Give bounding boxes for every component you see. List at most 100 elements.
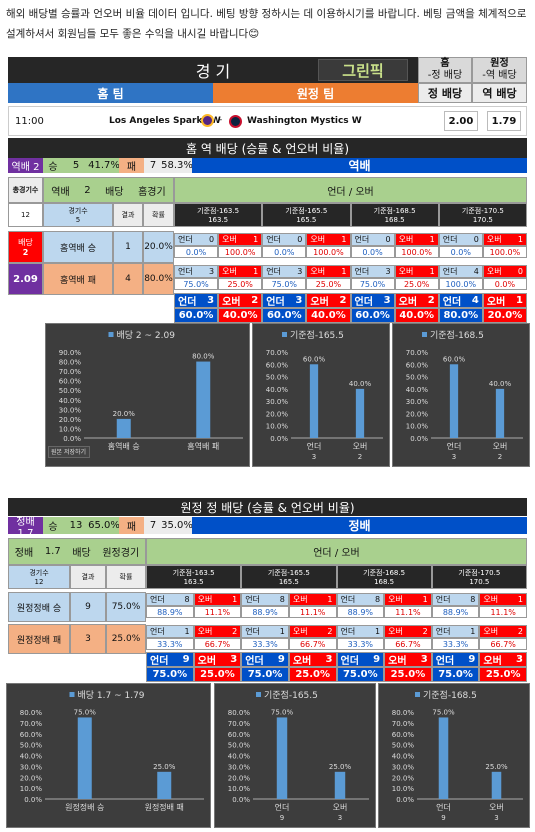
s2-result-label: 결과 xyxy=(70,565,106,589)
y-tick-label: 70.0% xyxy=(406,349,429,357)
under-count-cell: 언더 9 xyxy=(146,652,194,667)
over-count: 3 xyxy=(230,654,238,665)
s1-line-val: 163.5 xyxy=(208,216,229,224)
chart-s2-odds: 배당 1.7 ~ 1.79 0.0% 10.0% 20.0% 30.0% 40.0% 50.… xyxy=(6,683,211,828)
s1-pct-label: 확률 xyxy=(143,203,174,227)
over-count-cell: 오버 2 xyxy=(479,625,527,638)
under-count-cell: 언더 3 xyxy=(350,265,395,278)
over-count: 1 xyxy=(253,267,259,276)
over-count-cell: 오버 1 xyxy=(482,293,527,308)
y-tick-label: 10.0% xyxy=(59,425,82,433)
odds-away-button[interactable]: 1.79 xyxy=(487,111,521,131)
over-label: 오버 xyxy=(398,235,414,244)
uo-pcts: 75.0% 25.0% xyxy=(431,667,527,682)
s2-line-val: 163.5 xyxy=(183,578,204,586)
y-tick-label: 30.0% xyxy=(266,398,289,406)
s2-bet-label: 정배 xyxy=(14,548,34,559)
under-count: 8 xyxy=(375,595,381,604)
y-tick-label: 10.0% xyxy=(266,423,289,431)
s1-summary-cell: 5 xyxy=(63,158,89,173)
over-pct: 40.0% xyxy=(306,308,351,323)
over-pct: 40.0% xyxy=(218,308,263,323)
y-tick-label: 40.0% xyxy=(59,397,82,405)
under-count-cell: 언더 0 xyxy=(438,233,483,246)
under-label: 언더 xyxy=(340,595,356,604)
over-count: 0 xyxy=(517,267,523,276)
away-sub-label: -역 배당 xyxy=(482,70,517,81)
s2-summary-cell: 65.0% xyxy=(88,517,120,534)
uo-block: 언더 0 오버 1 0.0% 100.0% xyxy=(438,233,527,258)
over-count: 2 xyxy=(517,627,523,636)
y-tick-label: 0.0% xyxy=(232,796,250,804)
under-pct: 100.0% xyxy=(438,278,483,290)
under-count: 3 xyxy=(383,295,391,306)
over-pct: 0.0% xyxy=(482,278,527,290)
over-count: 1 xyxy=(341,267,347,276)
over-label: 오버 xyxy=(197,627,213,636)
over-count: 2 xyxy=(251,295,259,306)
over-label: 오버 xyxy=(310,267,326,276)
over-label: 오버 xyxy=(292,595,308,604)
chart-s1-line-165: 기준점-165.5 0.0% 10.0% 20.0% 30.0% 40.0% 50.0% 60… xyxy=(252,323,390,467)
over-label: 오버 xyxy=(197,656,217,667)
under-pct: 75.0% xyxy=(262,278,307,290)
under-count-cell: 언더 8 xyxy=(336,593,385,606)
chart-title: 기준점-165.5 xyxy=(290,329,344,341)
bar xyxy=(449,364,459,438)
under-count: 9 xyxy=(373,654,381,665)
under-label: 언더 xyxy=(266,297,285,308)
s1-line-header: 기준점-168.5 168.5 xyxy=(350,203,439,227)
uo-pcts: 75.0% 25.0% xyxy=(350,278,439,290)
over-pct: 25.0% xyxy=(193,667,242,682)
brand-logo: 그린픽 xyxy=(318,59,408,81)
bar xyxy=(77,717,92,799)
uo-counts: 언더 8 오버 1 xyxy=(431,593,527,606)
bar xyxy=(276,717,288,799)
x-tick-label: 오버 xyxy=(353,441,368,451)
s2-line-header: 기준점-165.5 165.5 xyxy=(241,565,337,589)
y-tick-label: 20.0% xyxy=(392,774,415,782)
y-tick-label: 60.0% xyxy=(59,378,82,386)
s1-side-odds-val: 2 xyxy=(22,248,29,257)
over-count: 1 xyxy=(422,595,428,604)
uo-block: 언더 4 오버 0 100.0% 0.0% xyxy=(438,265,527,290)
s1-uo-header: 언더 / 오버 xyxy=(174,177,527,203)
y-tick-label: 40.0% xyxy=(406,386,429,394)
x-tick-label: 홈역배 승 xyxy=(108,441,140,451)
odds-home-button[interactable]: 2.00 xyxy=(444,111,478,131)
bar-data-label: 75.0% xyxy=(74,708,97,716)
row-count: 3 xyxy=(70,624,106,654)
chart-title: 배당 1.7 ~ 1.79 xyxy=(78,690,145,701)
s1-summary-cell: 승 xyxy=(43,158,63,173)
under-pct: 0.0% xyxy=(438,246,483,258)
s2-line-header: 기준점-163.5 163.5 xyxy=(146,565,242,589)
under-count: 1 xyxy=(375,627,381,636)
under-count-cell: 언더 1 xyxy=(241,625,289,638)
s1-right-title: 역배 xyxy=(192,158,527,173)
away-team-bar: 원정 팀 xyxy=(213,83,418,103)
y-tick-label: 40.0% xyxy=(392,753,415,761)
uo-block: 언더 8 오버 1 88.9% 11.1% xyxy=(241,593,337,618)
odds-home-label: 정 배당 xyxy=(418,83,472,103)
uo-pcts: 75.0% 25.0% xyxy=(146,667,242,682)
under-label: 언더 xyxy=(245,627,260,636)
y-tick-label: 30.0% xyxy=(228,763,251,771)
s2-line-val: 168.5 xyxy=(374,578,395,586)
uo-block: 언더 8 오버 1 88.9% 11.1% xyxy=(431,593,527,618)
match-time: 11:00 xyxy=(15,116,44,127)
save-original-button[interactable]: 원본 저장하기 xyxy=(48,446,90,458)
y-tick-label: 50.0% xyxy=(20,742,43,750)
row-pct: 80.0% xyxy=(143,263,174,295)
bar xyxy=(309,364,319,438)
y-tick-label: 80.0% xyxy=(20,709,43,717)
over-label: 오버 xyxy=(486,267,502,276)
s1-line-name: 기준점-163.5 xyxy=(197,207,240,215)
under-count: 9 xyxy=(468,654,476,665)
row-pct: 20.0% xyxy=(143,231,174,263)
match-row[interactable]: 11:00 Los Angeles Sparks W - Washington … xyxy=(8,106,527,136)
uo-counts: 언더 0 오버 1 xyxy=(350,233,439,246)
under-count: 3 xyxy=(207,295,215,306)
under-label: 언더 xyxy=(442,235,458,244)
bar-data-label: 80.0% xyxy=(192,353,215,361)
under-label: 언더 xyxy=(354,267,370,276)
